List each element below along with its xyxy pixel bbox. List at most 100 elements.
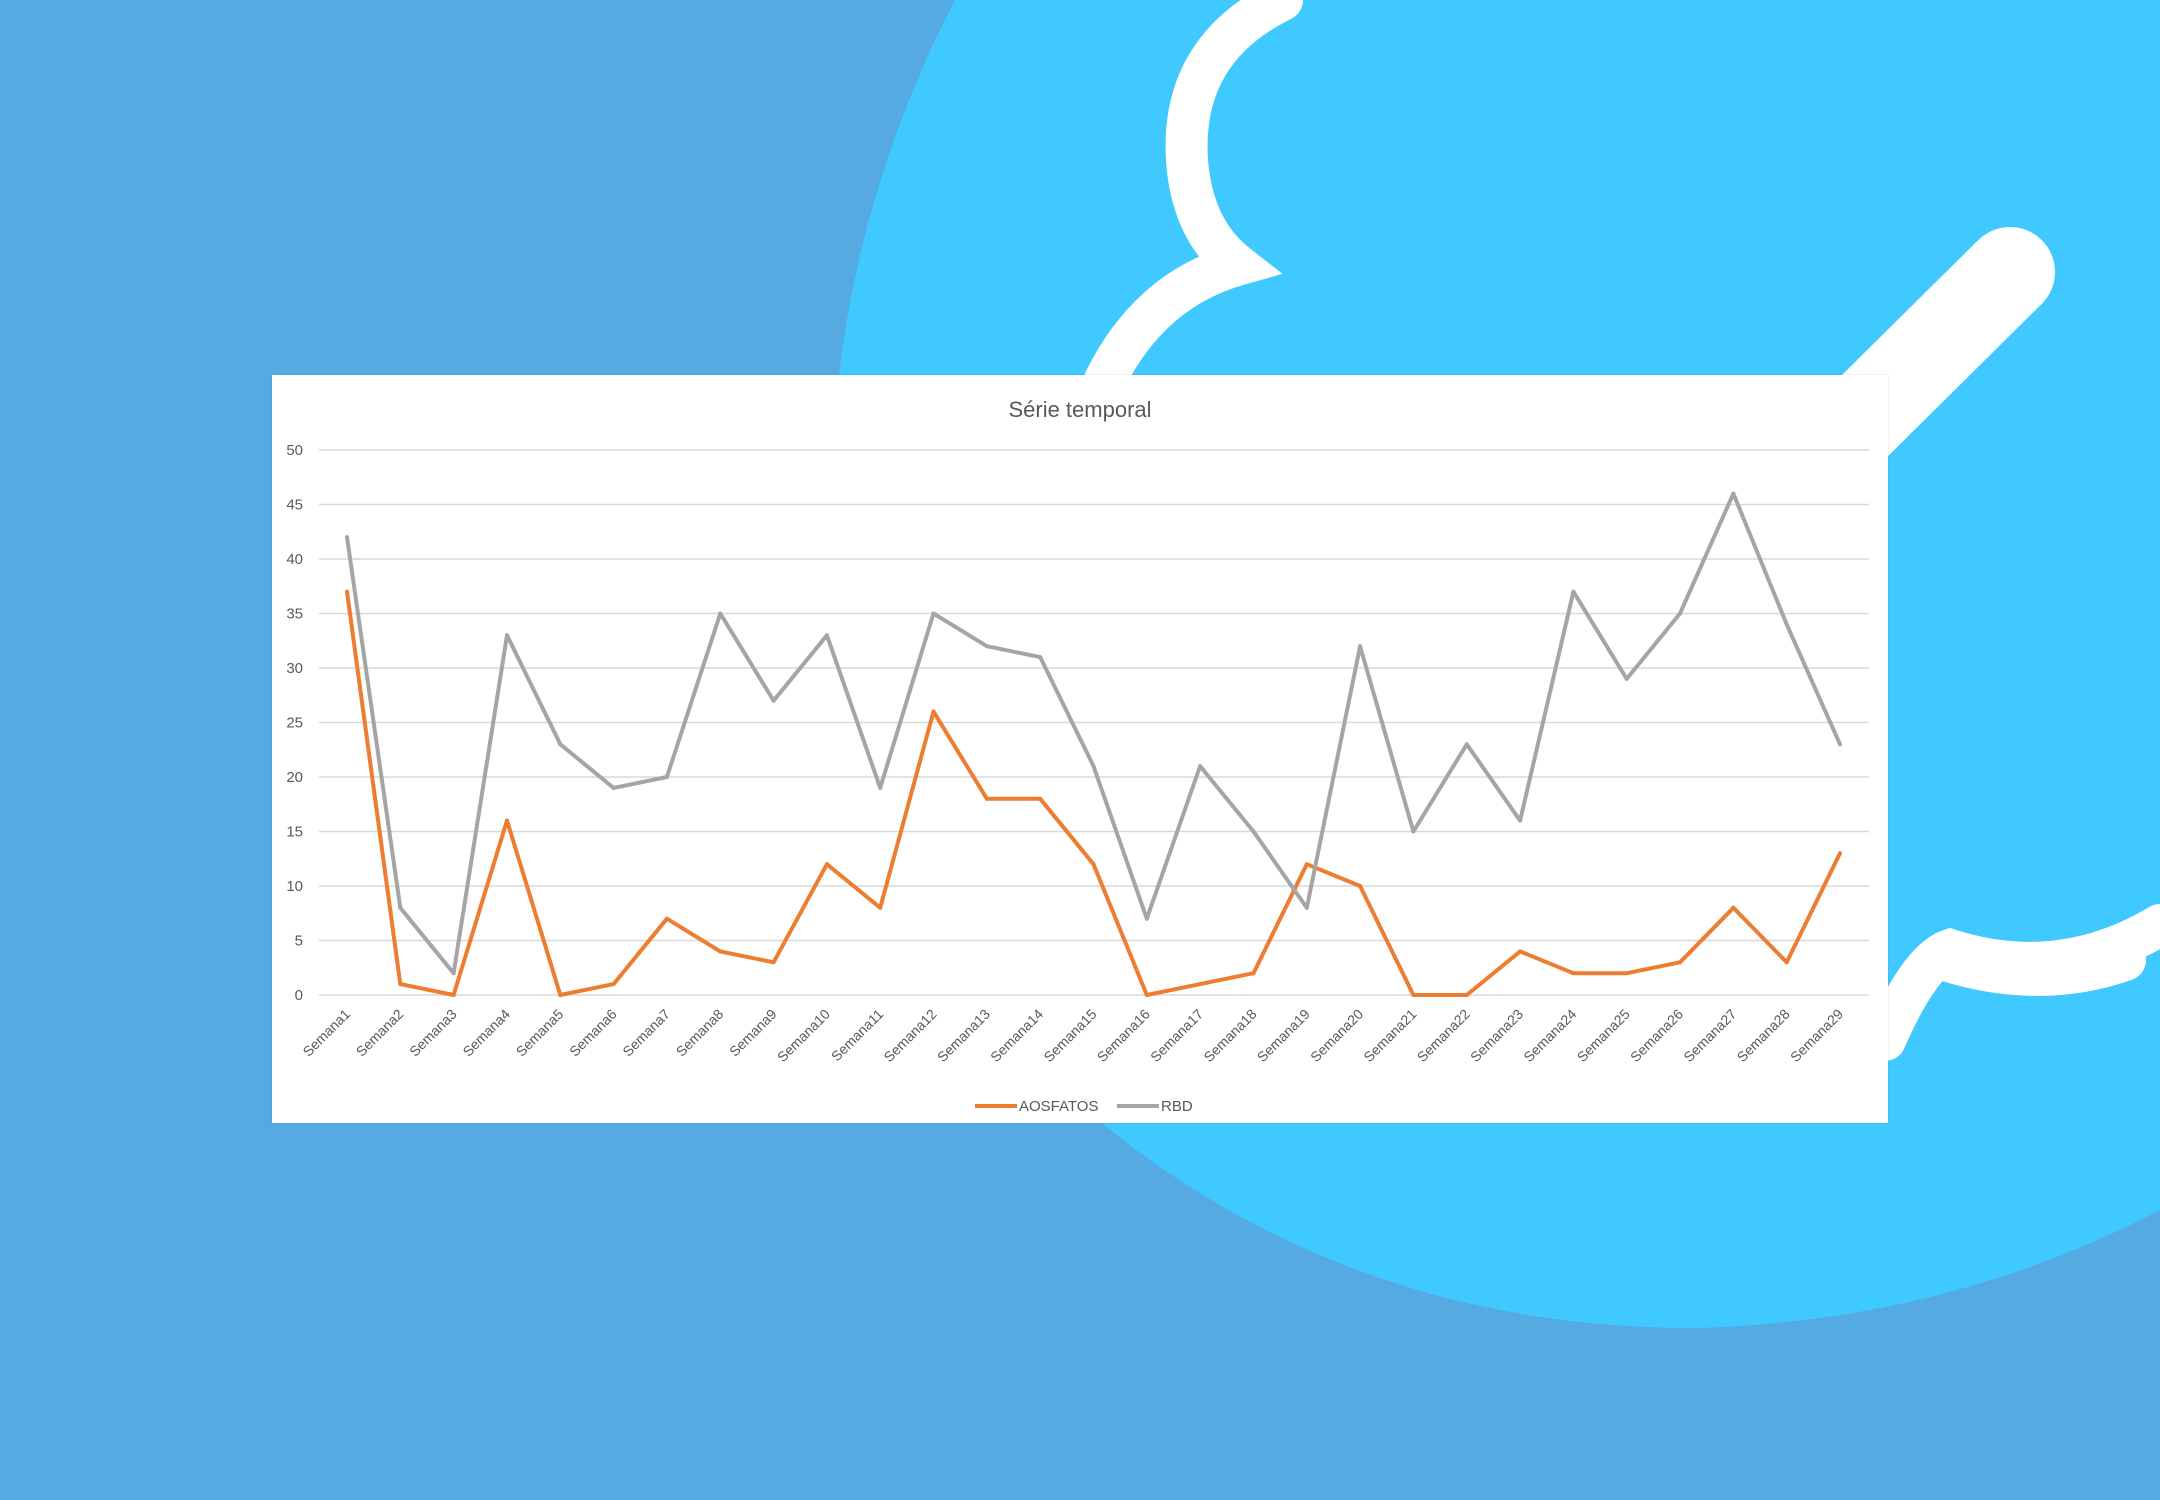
data-point-aosfatos	[1624, 971, 1629, 976]
data-point-rbd	[771, 698, 776, 703]
x-tick-label: Semana10	[774, 1006, 833, 1065]
x-tick-label: Semana9	[726, 1006, 780, 1060]
x-tick-label: Semana19	[1254, 1006, 1313, 1065]
data-point-aosfatos	[1198, 982, 1203, 987]
data-point-aosfatos	[1464, 993, 1469, 997]
data-point-rbd	[1731, 491, 1736, 496]
data-point-aosfatos	[664, 916, 669, 921]
y-tick-label: 35	[286, 606, 303, 623]
legend: AOSFATOS RBD	[975, 1098, 1193, 1115]
y-tick-label: 50	[286, 442, 303, 459]
x-tick-label: Semana27	[1680, 1006, 1739, 1065]
y-axis-ticks: 0 5 10 15 20 25 30 35 40 45 50	[286, 442, 303, 1004]
x-tick-label: Semana4	[459, 1006, 513, 1060]
x-tick-label: Semana26	[1627, 1006, 1686, 1065]
data-point-aosfatos	[398, 982, 403, 987]
data-point-aosfatos	[1144, 993, 1149, 997]
x-tick-label: Semana5	[513, 1006, 567, 1060]
data-point-aosfatos	[1731, 905, 1736, 910]
x-tick-label: Semana16	[1094, 1006, 1153, 1065]
data-point-rbd	[1358, 644, 1363, 649]
data-point-rbd	[558, 742, 563, 747]
x-tick-label: Semana22	[1414, 1006, 1473, 1065]
data-point-rbd	[984, 644, 989, 649]
y-tick-label: 40	[286, 551, 303, 568]
data-point-aosfatos	[1838, 851, 1842, 856]
data-point-aosfatos	[771, 960, 776, 965]
data-point-aosfatos	[345, 589, 349, 594]
gridlines	[319, 449, 1869, 996]
data-point-aosfatos	[558, 993, 563, 997]
data-point-rbd	[824, 633, 829, 638]
x-tick-label: Semana20	[1307, 1006, 1366, 1065]
x-tick-label: Semana7	[619, 1006, 673, 1060]
data-point-rbd	[611, 785, 616, 790]
data-point-rbd	[1518, 818, 1523, 823]
data-point-aosfatos	[611, 982, 616, 987]
data-point-rbd	[1144, 916, 1149, 921]
background-white-wave	[1864, 904, 2160, 1061]
data-point-rbd	[1784, 622, 1789, 627]
chart-title: Série temporal	[1008, 397, 1151, 422]
data-point-aosfatos	[1304, 862, 1309, 867]
data-point-aosfatos	[824, 862, 829, 867]
data-point-aosfatos	[1091, 862, 1096, 867]
series-line-rbd	[345, 491, 1842, 976]
y-tick-label: 25	[286, 715, 303, 732]
data-point-aosfatos	[1678, 960, 1683, 965]
data-point-aosfatos	[1518, 949, 1523, 954]
data-point-rbd	[398, 905, 403, 910]
x-tick-label: Semana3	[406, 1006, 460, 1060]
x-tick-label: Semana29	[1787, 1006, 1846, 1065]
data-point-aosfatos	[1784, 960, 1789, 965]
x-tick-label: Semana14	[987, 1006, 1046, 1065]
x-tick-label: Semana1	[299, 1006, 353, 1060]
x-tick-label: Semana11	[828, 1006, 887, 1065]
y-tick-label: 10	[286, 878, 303, 895]
data-point-aosfatos	[1251, 971, 1256, 976]
data-point-aosfatos	[1411, 993, 1416, 997]
data-point-aosfatos	[504, 818, 509, 823]
x-tick-label: Semana25	[1574, 1006, 1633, 1065]
x-tick-label: Semana8	[673, 1006, 727, 1060]
x-tick-label: Semana21	[1360, 1006, 1419, 1065]
line-chart: Série temporal 0 5 10 15 20 25 30 35 40 45 50 Sema…	[286, 397, 1869, 1115]
data-point-rbd	[1091, 764, 1096, 769]
data-point-rbd	[1624, 676, 1629, 681]
data-point-aosfatos	[451, 993, 456, 997]
data-point-rbd	[1571, 589, 1576, 594]
y-tick-label: 0	[295, 987, 303, 1004]
legend-label-rbd: RBD	[1161, 1098, 1193, 1115]
data-point-rbd	[878, 785, 883, 790]
data-point-aosfatos	[718, 949, 723, 954]
data-point-rbd	[1038, 655, 1043, 660]
series-lines	[345, 491, 1842, 997]
x-tick-label: Semana15	[1040, 1006, 1099, 1065]
data-point-aosfatos	[1358, 884, 1363, 888]
y-tick-label: 30	[286, 660, 303, 677]
x-tick-label: Semana13	[934, 1006, 993, 1065]
data-point-aosfatos	[984, 796, 989, 801]
data-point-rbd	[1251, 829, 1256, 834]
x-tick-label: Semana6	[566, 1006, 620, 1060]
y-tick-label: 20	[286, 769, 303, 786]
data-point-rbd	[931, 611, 936, 616]
legend-label-aosfatos: AOSFATOS	[1019, 1098, 1098, 1115]
y-tick-label: 5	[295, 933, 303, 950]
x-tick-label: Semana18	[1200, 1006, 1259, 1065]
data-point-rbd	[1198, 764, 1203, 769]
x-tick-label: Semana2	[353, 1006, 407, 1060]
data-point-rbd	[1838, 742, 1842, 747]
data-point-rbd	[1678, 611, 1683, 616]
data-point-aosfatos	[878, 905, 883, 910]
data-point-aosfatos	[1571, 971, 1576, 976]
chart-card: Série temporal 0 5 10 15 20 25 30 35 40 45 50 Sema…	[272, 375, 1888, 1123]
y-tick-label: 15	[286, 824, 303, 841]
data-point-rbd	[345, 535, 349, 540]
data-point-rbd	[504, 633, 509, 638]
x-tick-label: Semana17	[1147, 1006, 1206, 1065]
x-tick-label: Semana12	[880, 1006, 939, 1065]
data-point-aosfatos	[1038, 796, 1043, 801]
x-tick-label: Semana24	[1520, 1006, 1579, 1065]
x-tick-label: Semana23	[1467, 1006, 1526, 1065]
